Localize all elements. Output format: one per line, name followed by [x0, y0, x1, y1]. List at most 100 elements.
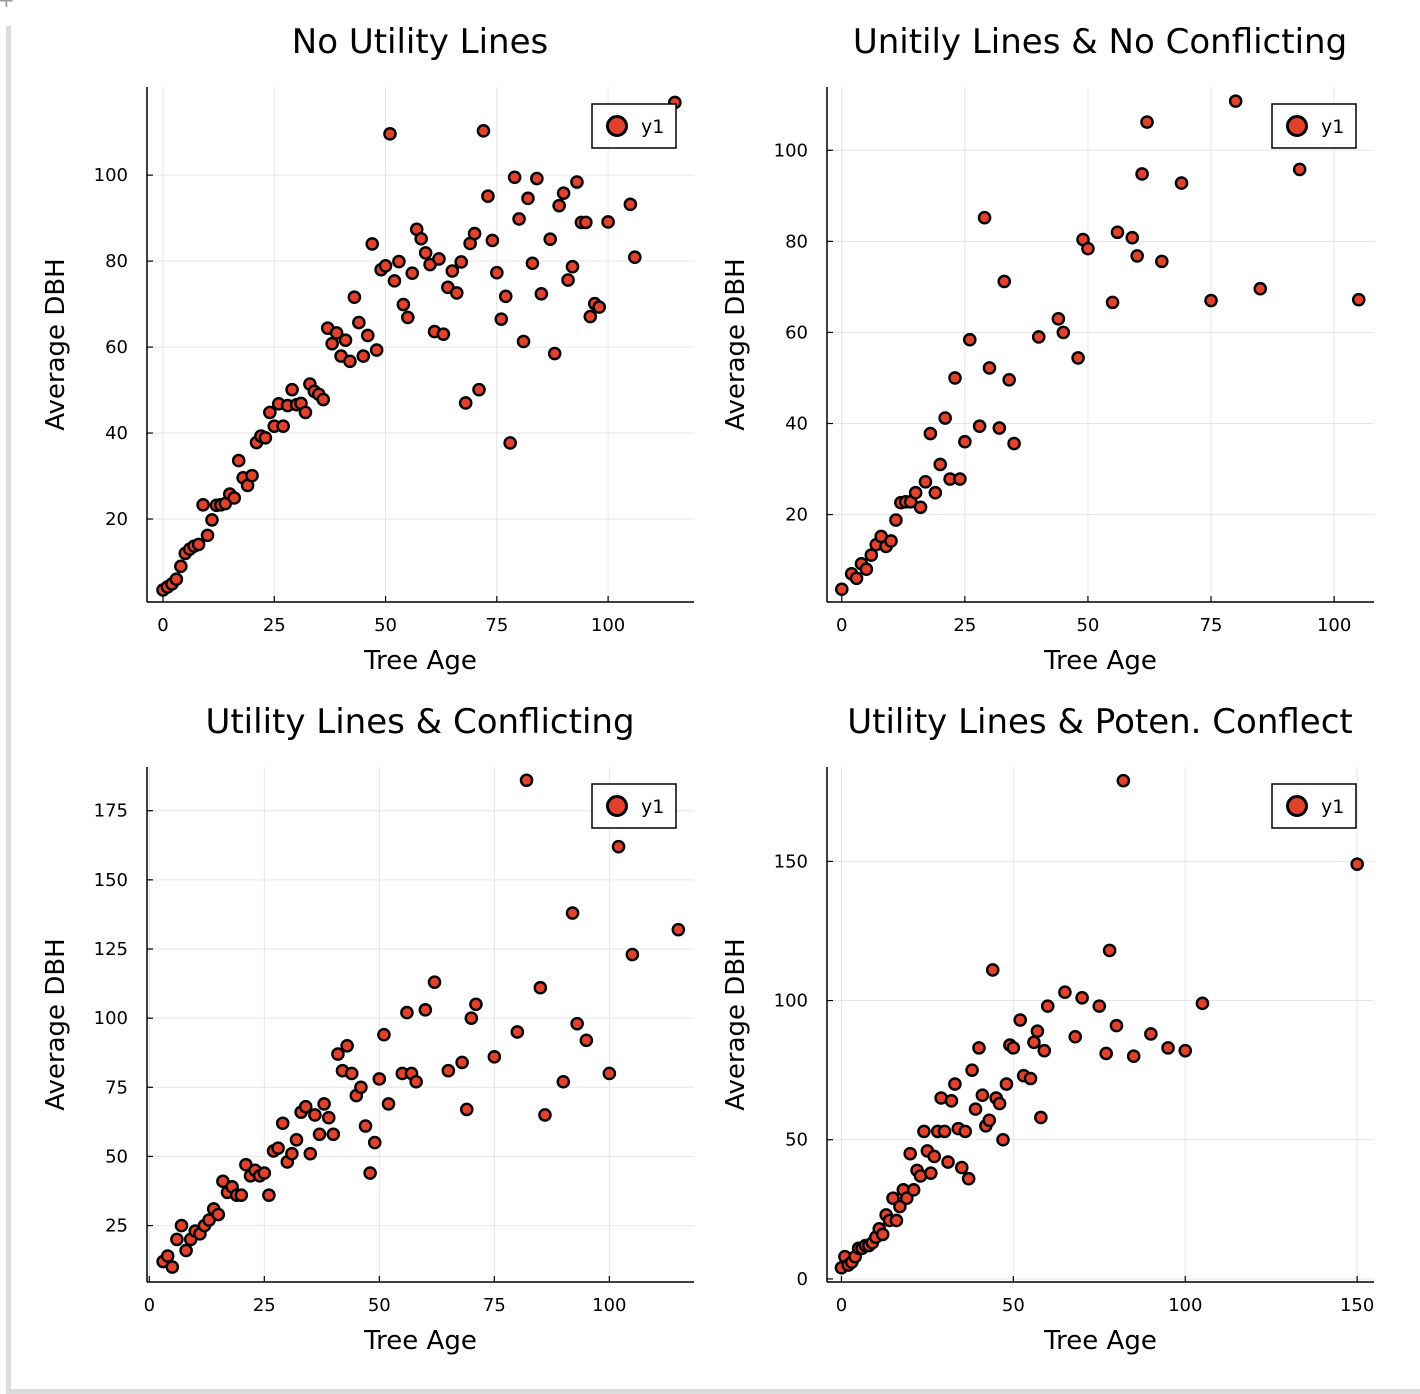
data-point — [525, 256, 540, 271]
data-point — [321, 1110, 336, 1125]
data-point — [889, 1213, 904, 1228]
data-point — [671, 922, 686, 937]
y-tick-label: 125 — [94, 939, 128, 960]
legend-marker — [1286, 795, 1308, 817]
data-point — [975, 1088, 990, 1103]
data-point — [455, 1055, 469, 1070]
x-axis-label: Tree Age — [363, 1326, 477, 1356]
data-point — [1068, 1029, 1083, 1044]
y-tick-label: 150 — [774, 851, 808, 872]
data-point — [418, 1003, 433, 1017]
legend-marker — [606, 115, 628, 137]
data-point — [196, 498, 210, 512]
data-point — [552, 198, 566, 213]
data-point — [326, 1127, 341, 1142]
data-point — [285, 1146, 299, 1161]
data-point — [211, 1207, 226, 1222]
data-point — [1109, 1018, 1124, 1033]
data-point — [354, 1080, 368, 1095]
data-point — [507, 170, 522, 185]
data-point — [352, 315, 366, 330]
data-point — [954, 1160, 969, 1175]
data-point — [953, 472, 967, 486]
data-point — [516, 334, 531, 349]
data-point — [400, 1005, 414, 1020]
x-tick-label: 25 — [253, 1295, 276, 1316]
data-point — [972, 1041, 986, 1055]
data-point — [982, 361, 997, 375]
data-point — [579, 215, 593, 230]
y-tick-label: 100 — [94, 165, 128, 186]
data-point — [191, 537, 206, 552]
window-left-border — [6, 26, 11, 1390]
data-point — [1351, 292, 1366, 307]
data-point — [227, 491, 242, 505]
data-point — [289, 1133, 304, 1147]
data-point — [432, 252, 446, 266]
data-point — [543, 232, 558, 246]
y-tick-label: 60 — [105, 337, 128, 358]
data-point — [1105, 295, 1120, 310]
data-point — [356, 349, 371, 363]
data-point — [1228, 94, 1243, 108]
data-point — [906, 1183, 921, 1197]
y-tick-label: 50 — [105, 1146, 128, 1167]
chart-panel-1: 0 25 50 75 100 20 40 60 80 100 No Utility Lines Tre… — [41, 22, 694, 676]
x-tick-label: 50 — [368, 1295, 391, 1316]
data-point — [884, 534, 898, 548]
data-point — [948, 371, 962, 385]
data-point — [1292, 162, 1307, 177]
x-tick-label: 100 — [1168, 1295, 1202, 1316]
data-point — [570, 175, 584, 189]
data-point — [392, 254, 406, 269]
legend-box — [591, 783, 677, 829]
data-point — [927, 1149, 942, 1164]
legend-marker — [1286, 115, 1308, 137]
x-tick-label: 0 — [836, 1295, 847, 1316]
data-point — [303, 1146, 318, 1161]
data-point — [864, 548, 879, 562]
data-point — [579, 1033, 594, 1048]
data-point — [889, 513, 903, 527]
chart-title: Utility Lines & Poten. Conflect — [847, 702, 1352, 742]
data-point — [1007, 436, 1021, 451]
x-tick-label: 25 — [953, 615, 976, 636]
data-point — [262, 1188, 276, 1202]
data-point — [903, 1146, 918, 1161]
x-tick-label: 100 — [1317, 615, 1351, 636]
data-point — [977, 210, 992, 225]
x-tick-label: 75 — [485, 615, 508, 636]
x-tick-label: 75 — [483, 1295, 506, 1316]
data-point — [481, 189, 495, 203]
data-point — [972, 419, 987, 434]
data-point — [625, 947, 640, 962]
data-point — [401, 310, 415, 325]
data-point — [343, 354, 357, 369]
data-point — [924, 1166, 938, 1180]
data-point — [968, 1102, 983, 1116]
data-point — [933, 457, 948, 472]
data-point — [602, 1066, 617, 1081]
data-point — [510, 1025, 525, 1039]
data-point — [485, 233, 500, 248]
data-point — [1174, 176, 1189, 190]
y-tick-label: 100 — [774, 140, 808, 161]
data-point — [498, 289, 513, 304]
data-point — [938, 411, 952, 425]
data-point — [1125, 230, 1140, 245]
data-point — [570, 1016, 584, 1031]
data-point — [174, 1218, 189, 1233]
data-point — [533, 980, 548, 995]
data-point — [263, 405, 277, 420]
data-point — [381, 1097, 396, 1111]
data-point — [1350, 857, 1364, 871]
data-point — [340, 1038, 354, 1053]
y-axis-label: Average DBH — [721, 938, 751, 1110]
data-point — [913, 500, 928, 515]
data-point — [547, 346, 562, 361]
data-point — [458, 396, 473, 410]
data-point — [1006, 1041, 1021, 1055]
data-point — [875, 1227, 890, 1242]
data-point — [1013, 1013, 1028, 1027]
